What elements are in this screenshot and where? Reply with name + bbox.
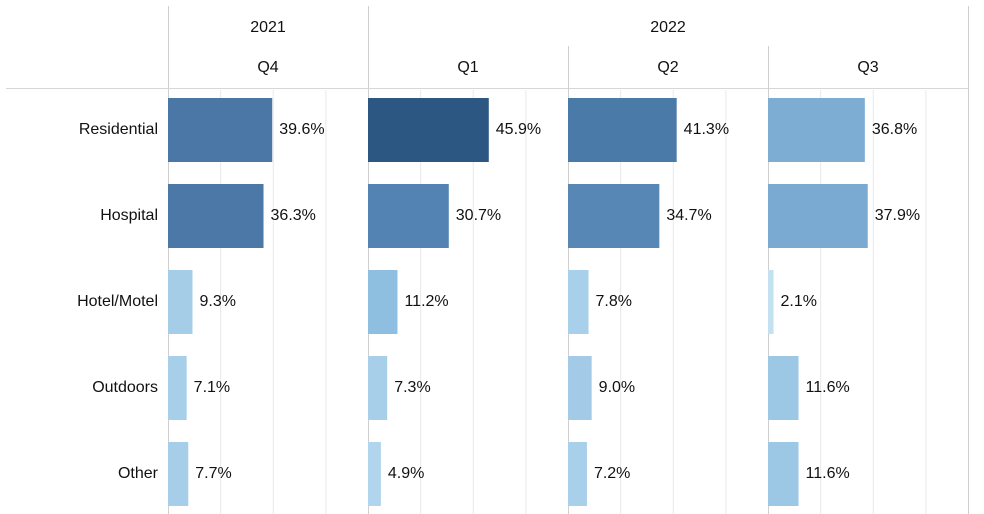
bar (168, 184, 264, 248)
bar (368, 98, 489, 162)
bar (368, 442, 381, 506)
value-label: 9.3% (199, 293, 235, 310)
value-label: 7.8% (596, 293, 632, 310)
value-label: 4.9% (388, 465, 424, 482)
value-label: 36.3% (271, 207, 316, 224)
value-label: 41.3% (684, 121, 729, 138)
bar (568, 270, 589, 334)
bar (568, 184, 660, 248)
bar (168, 270, 193, 334)
bar (368, 356, 388, 420)
value-label: 36.8% (872, 121, 917, 138)
value-label: 30.7% (456, 207, 501, 224)
bar (768, 270, 774, 334)
value-label: 34.7% (666, 207, 711, 224)
value-label: 37.9% (875, 207, 920, 224)
bar (368, 270, 398, 334)
quarter-header: Q4 (257, 59, 278, 76)
bar (168, 356, 187, 420)
value-label: 7.3% (394, 379, 430, 396)
year-header: 2021 (250, 19, 286, 36)
bar (768, 356, 799, 420)
quarter-header: Q3 (857, 59, 878, 76)
bar (568, 356, 592, 420)
year-header: 2022 (650, 19, 686, 36)
value-label: 45.9% (496, 121, 541, 138)
bar (768, 184, 868, 248)
bar (568, 442, 587, 506)
row-label: Outdoors (92, 379, 158, 396)
value-label: 11.2% (404, 293, 448, 310)
value-label: 7.2% (594, 465, 630, 482)
value-label: 2.1% (781, 293, 817, 310)
value-label: 39.6% (279, 121, 324, 138)
bar (168, 442, 189, 506)
quarter-header: Q1 (457, 59, 478, 76)
row-label: Residential (79, 121, 158, 138)
value-label: 11.6% (806, 379, 850, 396)
value-label: 7.1% (194, 379, 230, 396)
row-label: Hospital (100, 207, 158, 224)
bar (368, 184, 449, 248)
value-label: 11.6% (806, 465, 850, 482)
row-label: Other (118, 465, 159, 482)
row-label: Hotel/Motel (77, 293, 158, 310)
quarter-header: Q2 (657, 59, 678, 76)
bar (168, 98, 273, 162)
bar (568, 98, 677, 162)
value-label: 7.7% (195, 465, 231, 482)
value-label: 9.0% (599, 379, 635, 396)
bar (768, 442, 799, 506)
bar (768, 98, 865, 162)
